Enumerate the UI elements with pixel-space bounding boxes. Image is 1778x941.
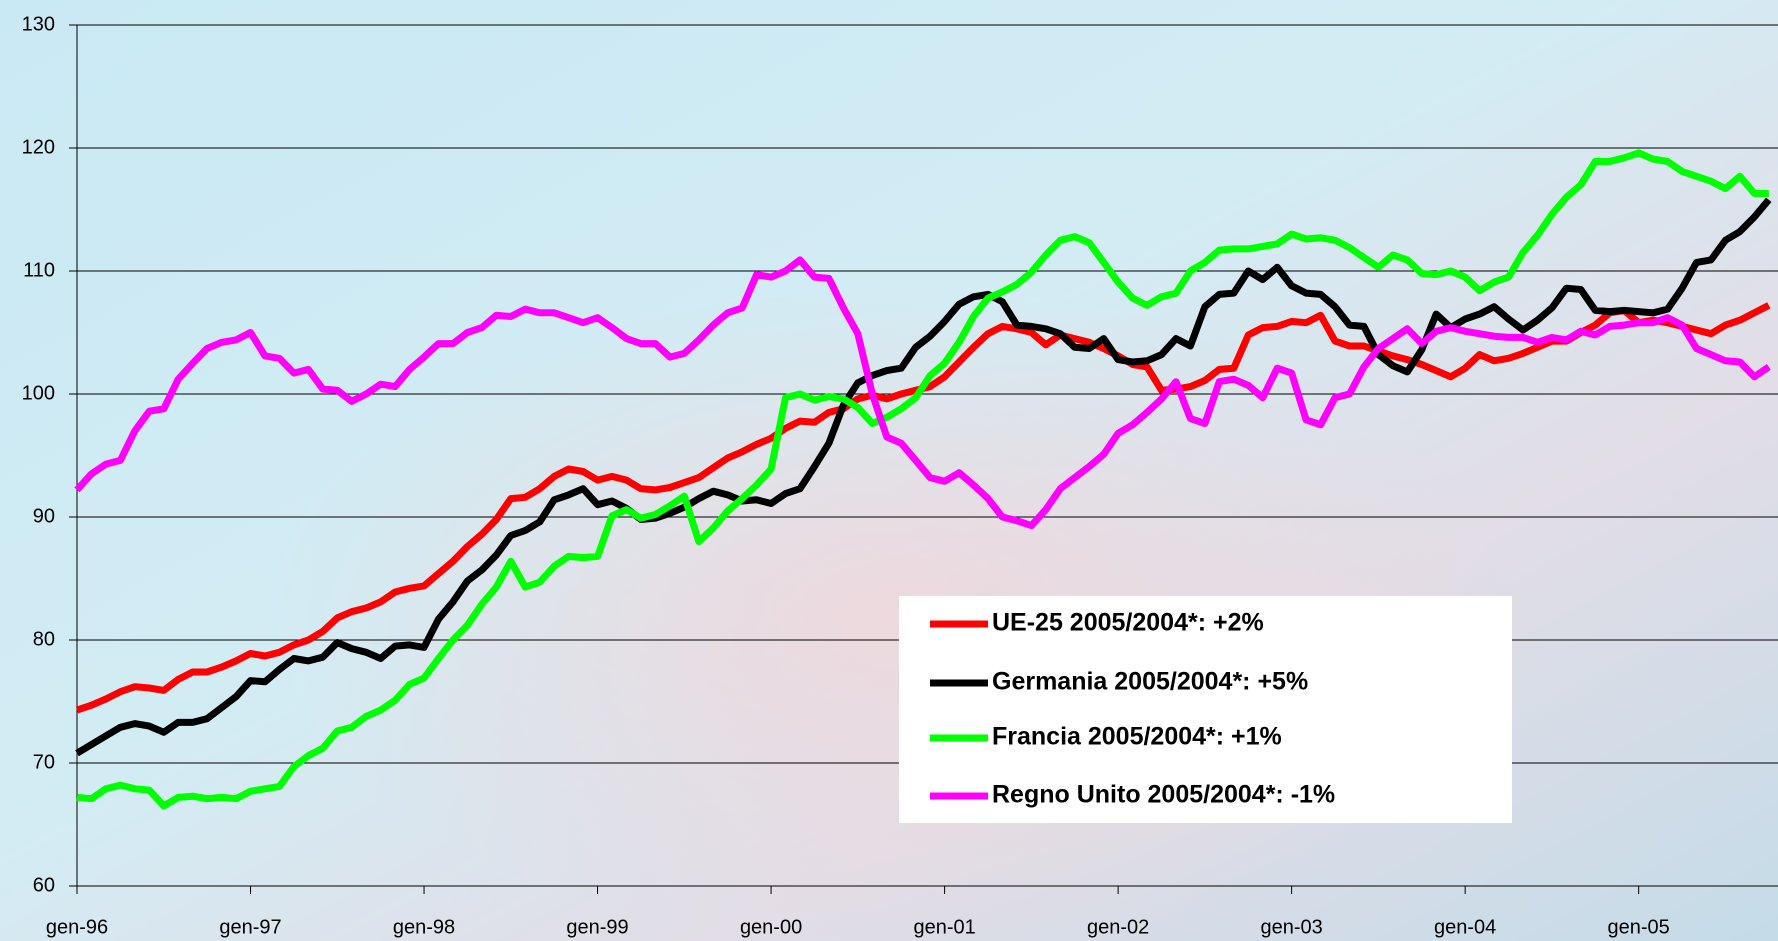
series-line [76, 149, 1769, 810]
series-line [74, 256, 1771, 530]
y-tick-label: 120 [22, 136, 55, 158]
x-tick-label: gen-02 [1087, 916, 1149, 938]
y-tick-label: 90 [33, 505, 55, 527]
x-tick-label: gen-99 [566, 916, 628, 938]
y-tick-label: 60 [33, 874, 55, 896]
legend-label: Regno Unito 2005/2004*: -1% [992, 781, 1335, 809]
y-tick-label: 100 [22, 382, 55, 404]
y-tick-label: 80 [33, 628, 55, 650]
x-tick-label: gen-03 [1260, 916, 1322, 938]
legend-label: UE-25 2005/2004*: +2% [992, 609, 1264, 637]
legend-label: Francia 2005/2004*: +1% [992, 723, 1282, 751]
y-tick-label: 130 [22, 13, 55, 35]
y-tick-label: 110 [23, 259, 55, 281]
x-tick-label: gen-96 [46, 916, 108, 938]
legend-label: Germania 2005/2004*: +5% [992, 668, 1308, 696]
legend [899, 596, 1512, 823]
legend-entries: UE-25 2005/2004*: +2% Germania 2005/2004*… [930, 609, 1335, 809]
plot [74, 149, 1772, 810]
series-line [75, 197, 1772, 757]
x-tick-label: gen-97 [219, 916, 281, 938]
y-tick-label: 70 [33, 751, 55, 773]
x-tick-label: gen-98 [393, 916, 455, 938]
x-tick-label: gen-04 [1434, 916, 1496, 938]
x-tick-label: gen-01 [913, 916, 975, 938]
x-tick-label: gen-00 [740, 916, 802, 938]
x-tick-label: gen-05 [1608, 916, 1670, 938]
